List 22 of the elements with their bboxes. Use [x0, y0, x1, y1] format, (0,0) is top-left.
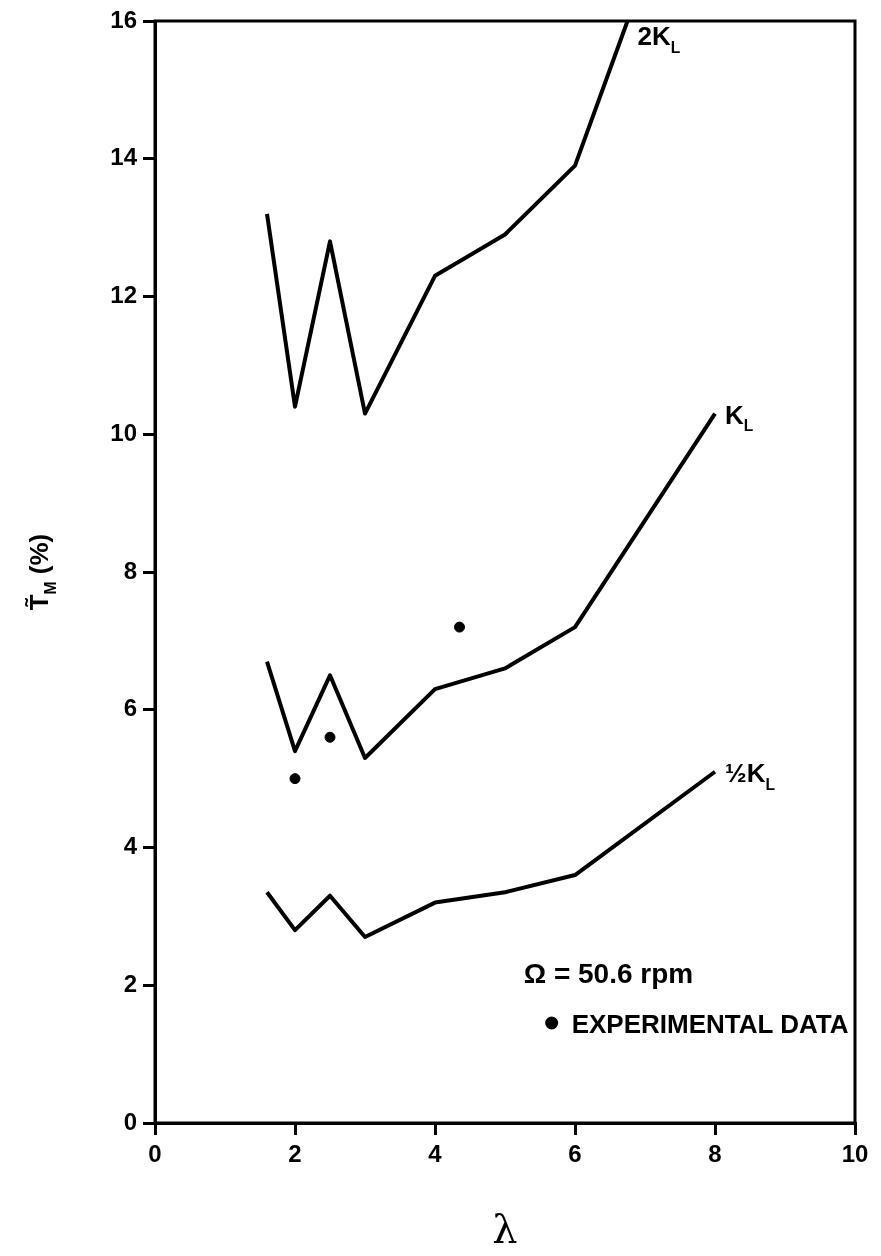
point [324, 731, 336, 743]
y-tick-label: 0 [123, 1107, 137, 1135]
y-tick-label: 12 [110, 281, 137, 309]
y-tick-label: 10 [110, 418, 137, 446]
y-tick-label: 14 [110, 143, 138, 171]
y-tick-label: 16 [110, 5, 137, 33]
x-axis-title: λ [492, 1206, 518, 1252]
y-axis-title: T̃M (%) [24, 533, 59, 611]
point [454, 621, 465, 633]
y-tick-label: 6 [123, 694, 137, 722]
y-tick-label: 2 [123, 969, 137, 997]
x-tick-label: 10 [841, 1140, 869, 1168]
y-tick-label: 4 [123, 832, 138, 860]
legend-label: EXPERIMENTAL DATA [571, 1009, 849, 1039]
annotation: Ω = 50.6 rpm [523, 958, 694, 989]
x-tick-label: 4 [428, 1140, 443, 1168]
x-tick-label: 0 [148, 1140, 162, 1168]
x-tick-label: 6 [568, 1140, 582, 1168]
x-tick-label: 8 [708, 1140, 722, 1168]
y-tick-label: 8 [123, 556, 137, 584]
point [289, 773, 301, 785]
x-tick-label: 2 [288, 1140, 302, 1168]
